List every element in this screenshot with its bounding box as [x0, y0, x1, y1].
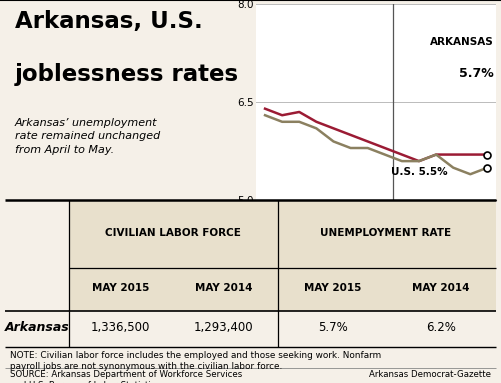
Text: 2015: 2015 — [430, 244, 459, 254]
Text: Arkansas’ unemployment
rate remained unchanged
from April to May.: Arkansas’ unemployment rate remained unc… — [15, 118, 160, 155]
Text: 5.7%: 5.7% — [318, 321, 348, 334]
Text: 5.7%: 5.7% — [459, 67, 493, 80]
Text: MAY 2015: MAY 2015 — [92, 283, 149, 293]
Text: U.S. 5.5%: U.S. 5.5% — [391, 167, 447, 177]
Text: NOTE: Civilian labor force includes the employed and those seeking work. Nonfarm: NOTE: Civilian labor force includes the … — [10, 350, 381, 371]
Text: Arkansas Democrat-Gazette: Arkansas Democrat-Gazette — [369, 370, 491, 379]
Text: ARKANSAS: ARKANSAS — [430, 37, 493, 47]
FancyBboxPatch shape — [69, 200, 496, 311]
Text: 1,293,400: 1,293,400 — [194, 321, 254, 334]
Text: MAY 2014: MAY 2014 — [195, 283, 252, 293]
Text: SOURCE: Arkansas Department of Workforce Services
and U.S. Bureau of Labor Stati: SOURCE: Arkansas Department of Workforce… — [10, 370, 242, 383]
Text: joblessness rates: joblessness rates — [15, 63, 239, 86]
Text: 1,336,500: 1,336,500 — [91, 321, 150, 334]
Text: 6.2%: 6.2% — [426, 321, 456, 334]
Text: UNEMPLOYMENT RATE: UNEMPLOYMENT RATE — [320, 228, 451, 237]
Text: MAY 2014: MAY 2014 — [412, 283, 470, 293]
Text: CIVILIAN LABOR FORCE: CIVILIAN LABOR FORCE — [105, 228, 241, 237]
Text: Arkansas, U.S.: Arkansas, U.S. — [15, 10, 203, 33]
Text: Arkansas: Arkansas — [5, 321, 69, 334]
Text: MAY 2015: MAY 2015 — [304, 283, 362, 293]
Text: 2014: 2014 — [310, 244, 340, 254]
